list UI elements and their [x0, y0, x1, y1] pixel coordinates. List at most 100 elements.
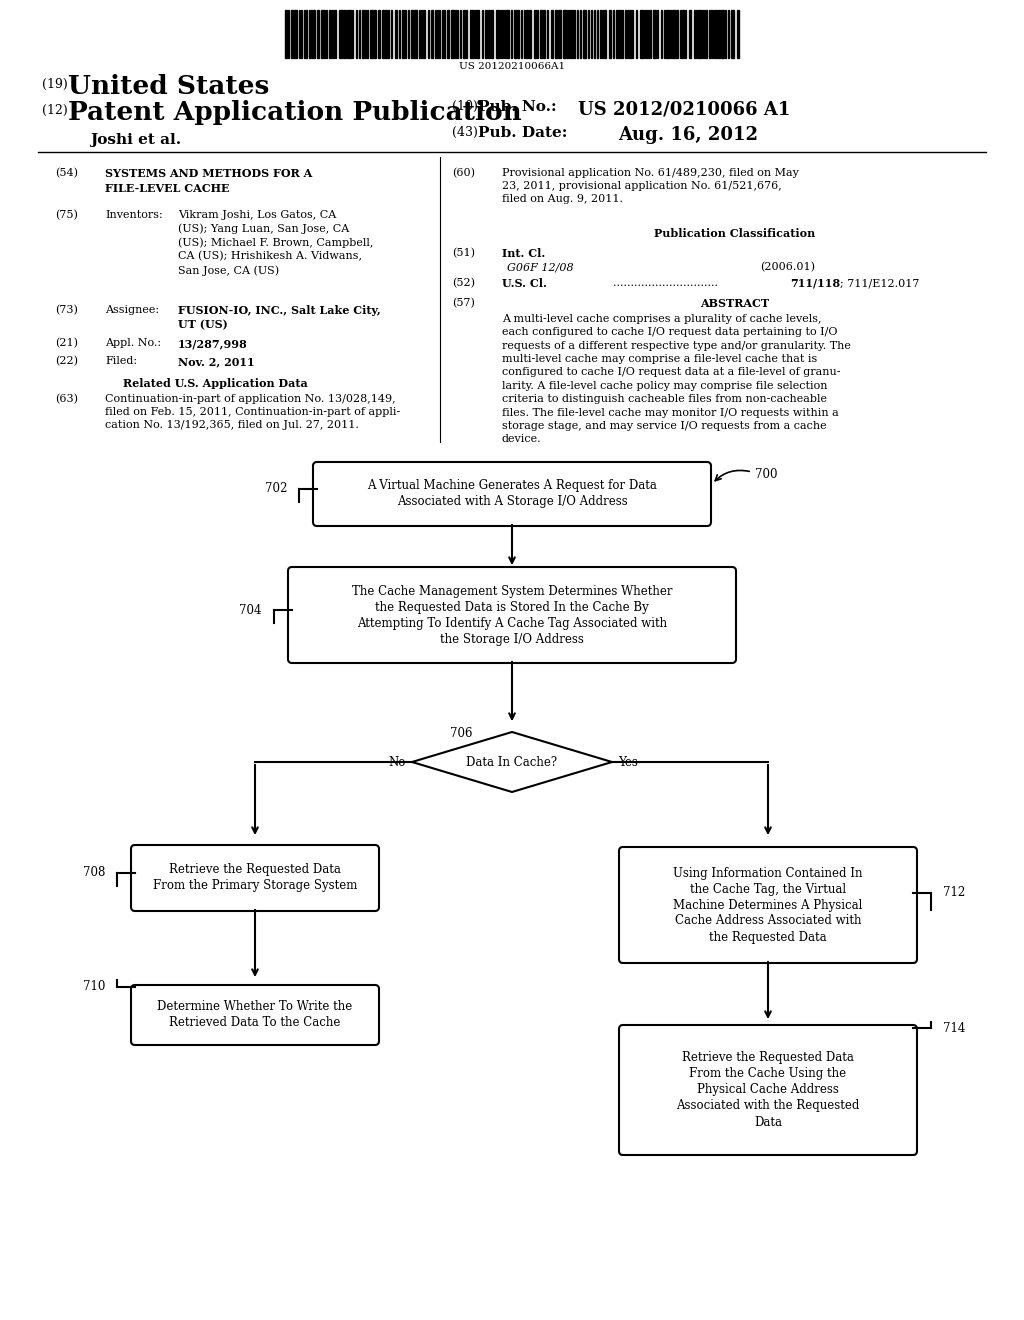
Bar	[529, 11, 531, 58]
Bar	[558, 11, 561, 58]
Text: A Virtual Machine Generates A Request for Data
Associated with A Storage I/O Add: A Virtual Machine Generates A Request fo…	[367, 479, 657, 508]
Text: Retrieve the Requested Data
From the Cache Using the
Physical Cache Address
Asso: Retrieve the Requested Data From the Cac…	[676, 1052, 860, 1129]
Bar	[370, 11, 373, 58]
Bar	[348, 11, 351, 58]
Bar	[653, 11, 656, 58]
Polygon shape	[412, 733, 612, 792]
Bar	[672, 11, 675, 58]
Bar	[490, 11, 493, 58]
Bar	[382, 11, 384, 58]
Bar	[488, 11, 490, 58]
Bar	[343, 11, 345, 58]
Text: ABSTRACT: ABSTRACT	[700, 298, 770, 309]
Text: US 20120210066A1: US 20120210066A1	[459, 62, 565, 71]
Text: Int. Cl.: Int. Cl.	[502, 248, 545, 259]
Text: 708: 708	[83, 866, 105, 879]
Bar	[431, 11, 433, 58]
Text: (21): (21)	[55, 338, 78, 348]
Text: (60): (60)	[452, 168, 475, 178]
Bar	[285, 11, 287, 58]
Text: Appl. No.:: Appl. No.:	[105, 338, 161, 348]
Text: (52): (52)	[452, 279, 475, 288]
Bar	[682, 11, 684, 58]
Bar	[485, 11, 487, 58]
Text: 711/118: 711/118	[790, 279, 840, 289]
Bar	[629, 11, 631, 58]
Text: Filed:: Filed:	[105, 356, 137, 366]
Bar	[423, 11, 425, 58]
Bar	[676, 11, 678, 58]
Text: Data In Cache?: Data In Cache?	[467, 755, 557, 768]
Bar	[583, 11, 586, 58]
Bar	[540, 11, 542, 58]
Text: Aug. 16, 2012: Aug. 16, 2012	[618, 125, 758, 144]
Text: 712: 712	[943, 887, 966, 899]
Bar	[463, 11, 465, 58]
Bar	[414, 11, 417, 58]
Bar	[666, 11, 669, 58]
Text: 704: 704	[240, 603, 262, 616]
Bar	[731, 11, 734, 58]
Text: Publication Classification: Publication Classification	[654, 228, 816, 239]
Bar	[737, 11, 739, 58]
Bar	[321, 11, 323, 58]
FancyBboxPatch shape	[618, 847, 918, 964]
Bar	[294, 11, 297, 58]
Bar	[698, 11, 701, 58]
Text: No: No	[389, 755, 406, 768]
Text: Related U.S. Application Data: Related U.S. Application Data	[123, 378, 307, 389]
Bar	[609, 11, 611, 58]
Text: FUSION-IO, INC., Salt Lake City,
UT (US): FUSION-IO, INC., Salt Lake City, UT (US)	[178, 305, 381, 330]
Bar	[526, 11, 528, 58]
Bar	[718, 11, 720, 58]
Text: (22): (22)	[55, 356, 78, 367]
Text: (2006.01): (2006.01)	[760, 261, 815, 272]
FancyBboxPatch shape	[131, 985, 379, 1045]
Bar	[476, 11, 479, 58]
Text: Determine Whether To Write the
Retrieved Data To the Cache: Determine Whether To Write the Retrieved…	[158, 1001, 352, 1030]
Bar	[551, 11, 553, 58]
Bar	[313, 11, 315, 58]
Text: 700: 700	[755, 467, 777, 480]
Text: Joshi et al.: Joshi et al.	[90, 133, 181, 147]
Bar	[451, 11, 454, 58]
Text: Patent Application Publication: Patent Application Publication	[68, 100, 522, 125]
Text: (57): (57)	[452, 298, 475, 309]
Bar	[291, 11, 293, 58]
Text: Retrieve the Requested Data
From the Primary Storage System: Retrieve the Requested Data From the Pri…	[153, 863, 357, 892]
Text: (12): (12)	[42, 104, 68, 117]
Bar	[470, 11, 473, 58]
Text: (73): (73)	[55, 305, 78, 315]
Bar	[402, 11, 404, 58]
Text: (63): (63)	[55, 393, 78, 404]
Bar	[374, 11, 376, 58]
Bar	[563, 11, 566, 58]
Text: ; 711/E12.017: ; 711/E12.017	[840, 279, 920, 288]
Text: The Cache Management System Determines Whether
the Requested Data is Stored In t: The Cache Management System Determines W…	[352, 585, 672, 645]
Bar	[385, 11, 387, 58]
Text: Vikram Joshi, Los Gatos, CA
(US); Yang Luan, San Jose, CA
(US); Michael F. Brown: Vikram Joshi, Los Gatos, CA (US); Yang L…	[178, 210, 374, 276]
Text: United States: United States	[68, 74, 269, 99]
Bar	[506, 11, 509, 58]
Text: A multi-level cache comprises a plurality of cache levels,
each configured to ca: A multi-level cache comprises a pluralit…	[502, 314, 851, 445]
Text: 706: 706	[450, 727, 472, 741]
Text: 710: 710	[83, 981, 105, 994]
Text: Inventors:: Inventors:	[105, 210, 163, 220]
Bar	[395, 11, 397, 58]
Text: 13/287,998: 13/287,998	[178, 338, 248, 348]
Bar	[555, 11, 557, 58]
FancyBboxPatch shape	[618, 1026, 918, 1155]
Text: Provisional application No. 61/489,230, filed on May
23, 2011, provisional appli: Provisional application No. 61/489,230, …	[502, 168, 799, 205]
Bar	[571, 11, 573, 58]
Text: Yes: Yes	[618, 755, 638, 768]
Bar	[640, 11, 643, 58]
Bar	[604, 11, 606, 58]
Text: Assignee:: Assignee:	[105, 305, 159, 315]
Bar	[517, 11, 519, 58]
Bar	[496, 11, 499, 58]
Text: (10): (10)	[452, 100, 478, 114]
Text: (51): (51)	[452, 248, 475, 259]
Bar	[411, 11, 413, 58]
Bar	[447, 11, 449, 58]
Bar	[543, 11, 545, 58]
